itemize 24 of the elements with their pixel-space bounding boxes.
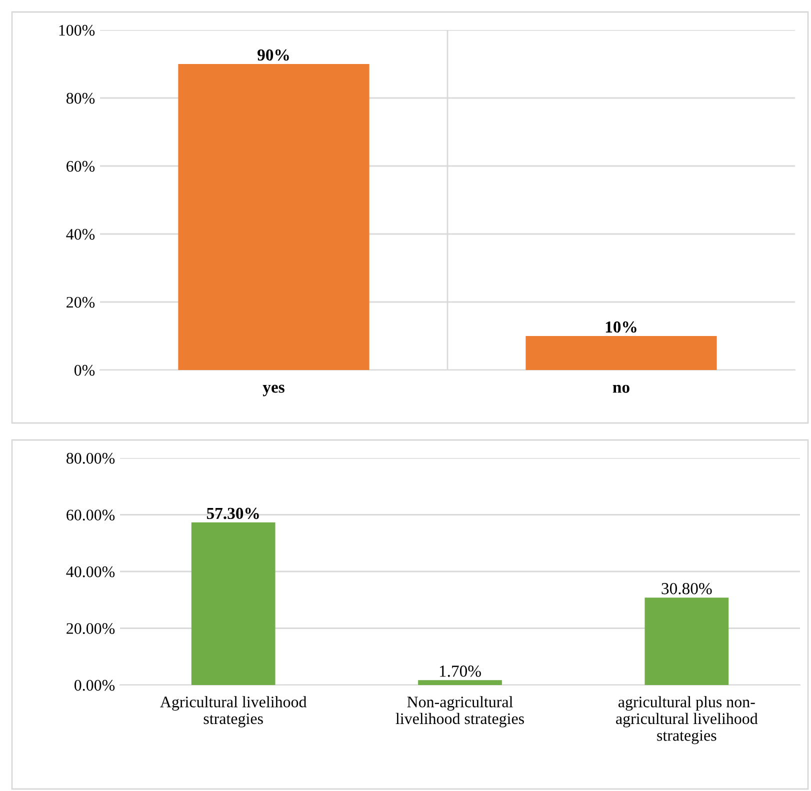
y-tick-label: 0.00% [74,680,115,691]
x-tick-label: agricultural plus non- agricultural livelihood strategies [616,696,758,744]
x-tick-label: Non-agricultural livelihood strategies [396,696,524,728]
bar [644,598,729,685]
y-tick-label: 40% [66,228,95,240]
data-label: 10% [606,321,636,333]
y-tick-label: 60.00% [66,510,115,521]
data-label: 30.80% [662,582,712,594]
bar [418,680,502,685]
y-tick-label: 80.00% [66,452,115,464]
y-tick-label: 0% [74,364,95,376]
y-tick-label: 20.00% [66,623,115,634]
x-tick-label: yes [262,384,284,396]
y-tick-label: 20% [66,296,95,308]
y-tick-label: 40.00% [66,566,115,578]
x-tick-label: Agricultural livelihood strategies [160,696,307,728]
data-label: 90% [258,49,289,61]
y-tick-label: 60% [66,160,95,172]
y-tick-label: 80% [66,92,95,104]
x-tick-label: no [612,384,630,393]
bar [191,522,276,685]
data-label: 1.70% [440,666,481,677]
data-label: 57.30% [206,508,259,520]
y-tick-label: 100% [59,24,95,36]
